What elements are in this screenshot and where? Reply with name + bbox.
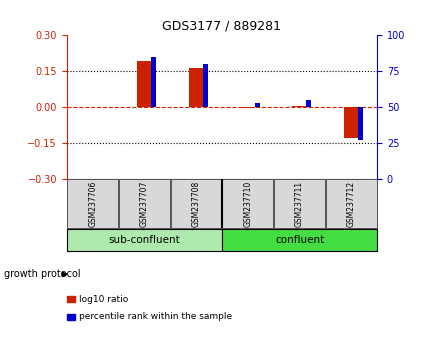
FancyBboxPatch shape <box>221 229 376 251</box>
Text: GSM237710: GSM237710 <box>243 181 252 227</box>
FancyBboxPatch shape <box>222 179 273 228</box>
FancyBboxPatch shape <box>119 179 169 228</box>
Bar <box>343 107 358 138</box>
Bar <box>203 64 208 107</box>
Bar <box>137 61 151 107</box>
Text: GSM237707: GSM237707 <box>140 180 148 227</box>
Bar <box>240 107 255 108</box>
Text: growth protocol: growth protocol <box>4 269 81 279</box>
Text: GSM237708: GSM237708 <box>191 181 200 227</box>
Text: percentile rank within the sample: percentile rank within the sample <box>79 312 231 321</box>
Text: GSM237712: GSM237712 <box>346 181 355 227</box>
Bar <box>357 107 362 140</box>
FancyBboxPatch shape <box>273 179 324 228</box>
Bar <box>306 100 311 107</box>
Text: sub-confluent: sub-confluent <box>108 235 180 245</box>
Bar <box>151 57 156 107</box>
Text: GSM237706: GSM237706 <box>88 180 97 227</box>
FancyBboxPatch shape <box>67 179 118 228</box>
FancyBboxPatch shape <box>170 179 221 228</box>
FancyBboxPatch shape <box>67 229 221 251</box>
Text: confluent: confluent <box>274 235 323 245</box>
Title: GDS3177 / 889281: GDS3177 / 889281 <box>162 20 281 33</box>
Text: GSM237711: GSM237711 <box>295 181 303 227</box>
Text: log10 ratio: log10 ratio <box>79 295 128 304</box>
FancyBboxPatch shape <box>325 179 376 228</box>
Bar <box>292 106 306 107</box>
Bar <box>188 68 203 107</box>
Bar <box>254 103 259 107</box>
